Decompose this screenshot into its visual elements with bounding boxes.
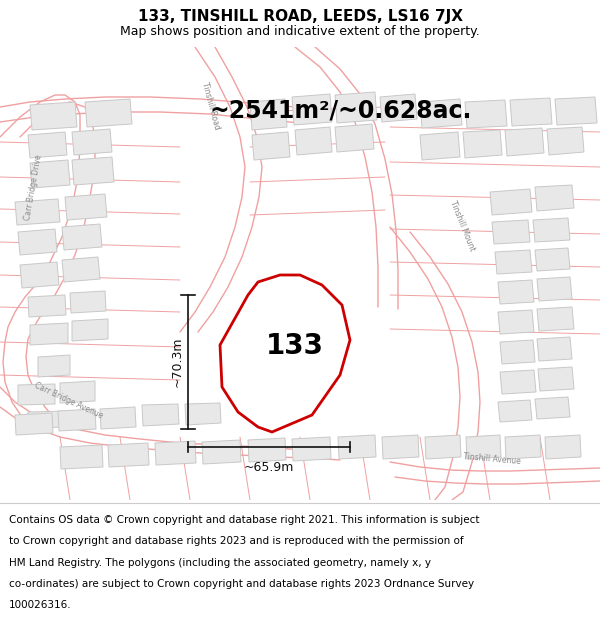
Polygon shape	[545, 435, 581, 459]
Polygon shape	[555, 97, 597, 125]
Polygon shape	[335, 124, 374, 152]
Polygon shape	[537, 277, 572, 301]
Text: to Crown copyright and database rights 2023 and is reproduced with the permissio: to Crown copyright and database rights 2…	[9, 536, 464, 546]
Polygon shape	[62, 224, 102, 250]
Polygon shape	[533, 218, 570, 242]
Polygon shape	[220, 275, 350, 432]
Polygon shape	[27, 411, 68, 428]
Text: HM Land Registry. The polygons (including the associated geometry, namely x, y: HM Land Registry. The polygons (includin…	[9, 558, 431, 568]
Polygon shape	[382, 435, 419, 459]
Polygon shape	[538, 367, 574, 391]
Polygon shape	[252, 132, 290, 160]
Polygon shape	[292, 437, 331, 461]
Polygon shape	[295, 127, 332, 155]
Polygon shape	[28, 132, 67, 158]
Text: Tinshill Road: Tinshill Road	[200, 81, 222, 131]
Polygon shape	[425, 435, 461, 459]
Polygon shape	[18, 384, 55, 405]
Polygon shape	[60, 381, 95, 403]
Polygon shape	[108, 443, 149, 467]
Polygon shape	[30, 102, 77, 130]
Polygon shape	[505, 128, 544, 156]
Polygon shape	[65, 194, 107, 220]
Polygon shape	[155, 441, 196, 465]
Text: Carr Bridge Drive: Carr Bridge Drive	[23, 154, 43, 221]
Polygon shape	[335, 92, 377, 123]
Polygon shape	[463, 130, 502, 158]
Polygon shape	[420, 132, 460, 160]
Polygon shape	[18, 229, 57, 255]
Polygon shape	[185, 403, 221, 425]
Polygon shape	[268, 299, 300, 323]
Polygon shape	[535, 248, 570, 271]
Polygon shape	[202, 440, 241, 464]
Text: 100026316.: 100026316.	[9, 600, 71, 610]
Polygon shape	[500, 340, 535, 364]
Polygon shape	[498, 400, 532, 422]
Polygon shape	[72, 319, 108, 341]
Polygon shape	[510, 98, 552, 126]
Polygon shape	[537, 307, 574, 331]
Polygon shape	[547, 127, 584, 155]
Text: Carr Bridge Avenue: Carr Bridge Avenue	[34, 381, 104, 421]
Polygon shape	[30, 160, 70, 188]
Polygon shape	[28, 295, 66, 317]
Text: Map shows position and indicative extent of the property.: Map shows position and indicative extent…	[120, 24, 480, 38]
Text: Tinshill Avenue: Tinshill Avenue	[463, 452, 521, 466]
Text: ~70.3m: ~70.3m	[170, 337, 184, 388]
Text: ~2541m²/~0.628ac.: ~2541m²/~0.628ac.	[210, 98, 472, 122]
Polygon shape	[248, 438, 286, 462]
Polygon shape	[465, 100, 507, 128]
Polygon shape	[85, 99, 132, 127]
Text: Contains OS data © Crown copyright and database right 2021. This information is : Contains OS data © Crown copyright and d…	[9, 515, 479, 525]
Polygon shape	[420, 99, 462, 128]
Polygon shape	[58, 409, 96, 431]
Text: Tinshill Mount: Tinshill Mount	[448, 200, 476, 253]
Text: co-ordinates) are subject to Crown copyright and database rights 2023 Ordnance S: co-ordinates) are subject to Crown copyr…	[9, 579, 474, 589]
Polygon shape	[492, 220, 530, 244]
Polygon shape	[15, 199, 60, 225]
Text: 133, TINSHILL ROAD, LEEDS, LS16 7JX: 133, TINSHILL ROAD, LEEDS, LS16 7JX	[137, 9, 463, 24]
Polygon shape	[505, 435, 541, 459]
Polygon shape	[62, 257, 100, 282]
Polygon shape	[498, 280, 534, 304]
Text: 133: 133	[266, 332, 324, 361]
Polygon shape	[292, 94, 332, 125]
Polygon shape	[500, 370, 536, 394]
Polygon shape	[250, 99, 287, 130]
Polygon shape	[380, 94, 417, 122]
Polygon shape	[535, 185, 574, 211]
Polygon shape	[60, 445, 103, 469]
Polygon shape	[260, 355, 294, 379]
Polygon shape	[72, 129, 112, 155]
Polygon shape	[498, 310, 534, 334]
Polygon shape	[495, 250, 532, 274]
Polygon shape	[338, 435, 376, 459]
Polygon shape	[20, 262, 59, 288]
Polygon shape	[537, 337, 572, 361]
Polygon shape	[490, 189, 532, 215]
Polygon shape	[15, 413, 53, 435]
Polygon shape	[100, 407, 136, 429]
Polygon shape	[264, 327, 298, 351]
Polygon shape	[38, 355, 70, 377]
Polygon shape	[466, 435, 501, 459]
Polygon shape	[142, 404, 179, 426]
Polygon shape	[30, 323, 68, 345]
Polygon shape	[72, 157, 114, 185]
Text: ~65.9m: ~65.9m	[244, 461, 294, 474]
Polygon shape	[535, 397, 570, 419]
Polygon shape	[70, 291, 106, 313]
